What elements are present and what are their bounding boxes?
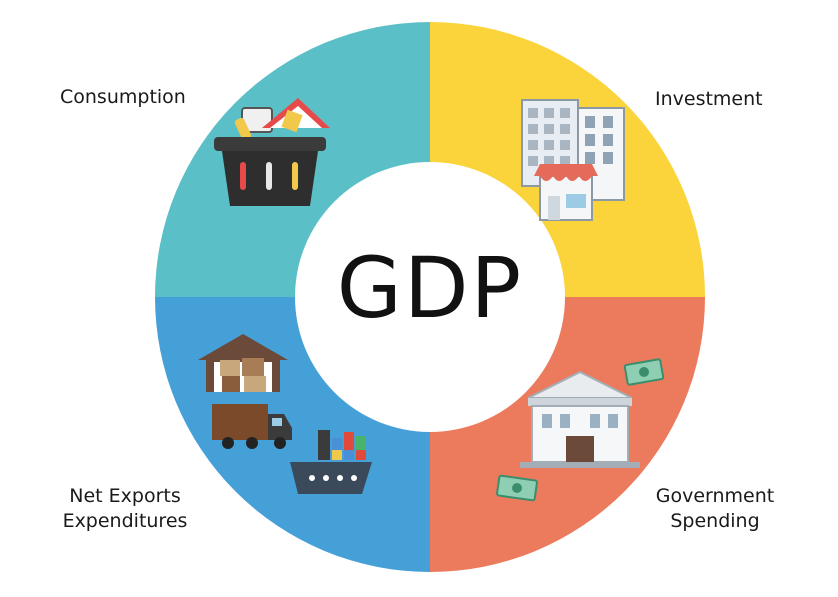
warehouse-truck-ship-icon — [198, 334, 372, 494]
label-net-exports-line-1: Net Exports — [69, 485, 181, 507]
center-title: GDP — [336, 239, 524, 337]
office-buildings-shop-icon — [521, 99, 625, 221]
label-government-spending: Government Spending — [648, 484, 782, 534]
label-investment: Investment — [655, 88, 763, 110]
shopping-basket-icon — [214, 98, 330, 206]
label-government-line-1: Government — [655, 485, 775, 507]
label-consumption: Consumption — [60, 86, 186, 108]
label-net-exports-line-2: Expenditures — [62, 510, 188, 532]
center-circle — [295, 162, 565, 432]
label-net-exports: Net Exports Expenditures — [56, 484, 194, 534]
label-government-line-2: Spending — [670, 510, 760, 532]
government-building-money-icon — [496, 358, 665, 502]
